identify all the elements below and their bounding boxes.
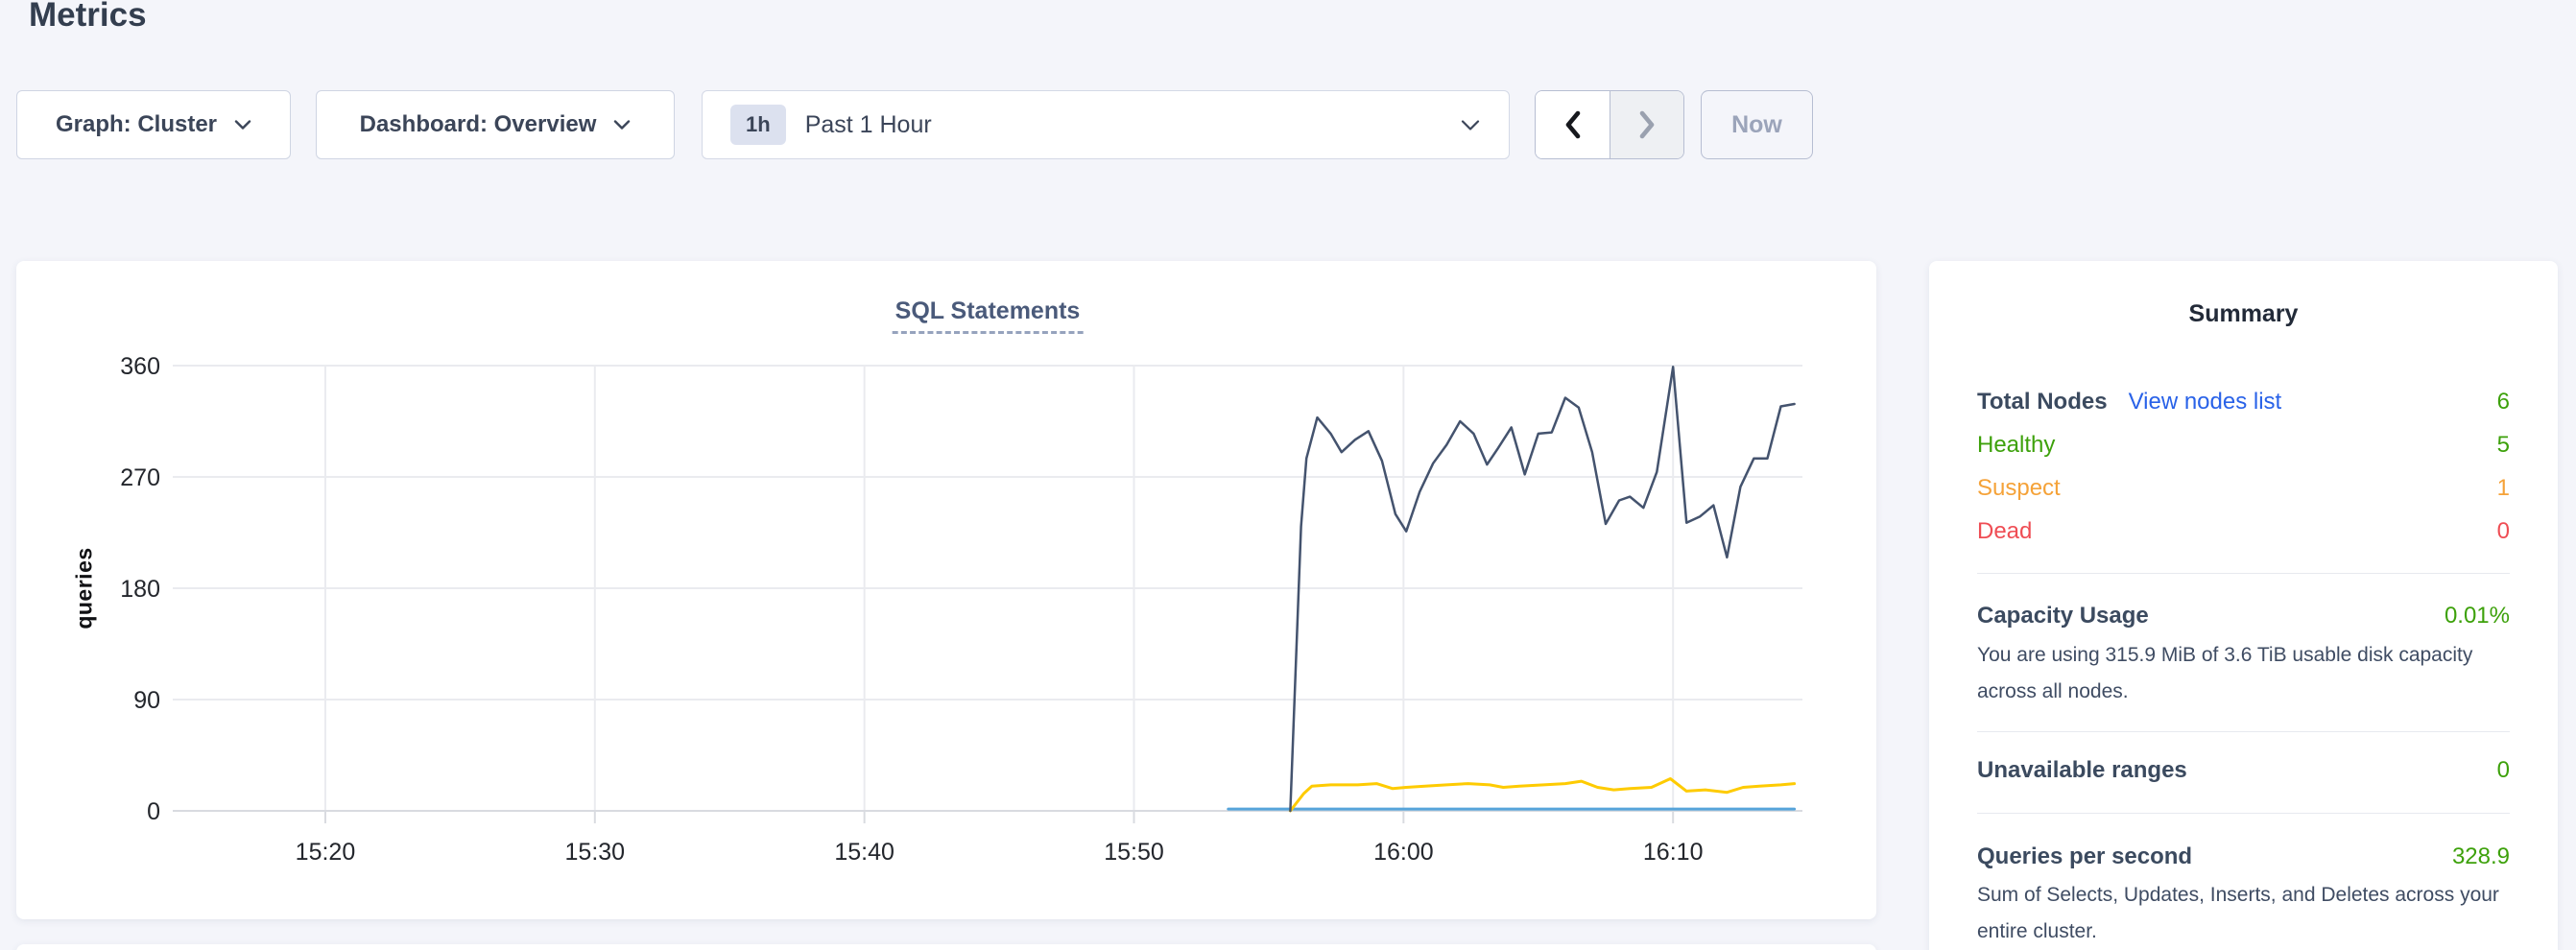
y-axis-label: queries xyxy=(71,547,97,629)
y-tick-label: 360 xyxy=(120,353,160,380)
chart-title[interactable]: SQL Statements xyxy=(892,297,1084,334)
dashboard-dropdown-label: Dashboard: Overview xyxy=(359,111,597,137)
x-tick-label: 16:00 xyxy=(1373,839,1434,866)
dead-value: 0 xyxy=(2496,518,2510,544)
view-nodes-list-link[interactable]: View nodes list xyxy=(2128,389,2282,415)
next-chart-card xyxy=(16,944,1876,950)
graph-dropdown-label: Graph: Cluster xyxy=(55,111,218,137)
series-dark-slate-line xyxy=(1289,366,1796,813)
unavailable-ranges-row: Unavailable ranges 0 xyxy=(1977,755,2510,786)
now-button[interactable]: Now xyxy=(1701,90,1813,159)
y-tick-label: 90 xyxy=(133,687,160,714)
y-tick-label: 180 xyxy=(120,576,160,603)
chevron-down-icon xyxy=(1461,119,1480,131)
page-title: Metrics xyxy=(29,0,147,34)
time-back-button[interactable] xyxy=(1536,91,1610,158)
graph-dropdown[interactable]: Graph: Cluster xyxy=(16,90,291,159)
x-tick-label: 15:50 xyxy=(1104,839,1164,866)
summary-panel: Summary Total Nodes View nodes list 6 He… xyxy=(1929,261,2558,950)
dead-nodes-row: Dead 0 xyxy=(1977,517,2510,546)
chevron-down-icon xyxy=(614,120,631,130)
capacity-usage-value: 0.01% xyxy=(2444,603,2510,629)
x-tick-label: 15:30 xyxy=(565,839,626,866)
time-range-badge: 1h xyxy=(730,105,786,145)
time-window-nav xyxy=(1535,90,1684,159)
queries-per-second-label: Queries per second xyxy=(1977,843,2193,869)
series-yellow-line xyxy=(1288,777,1797,813)
unavailable-ranges-label: Unavailable ranges xyxy=(1977,757,2187,783)
capacity-usage-description: You are using 315.9 MiB of 3.6 TiB usabl… xyxy=(1977,644,2473,702)
divider xyxy=(1977,813,2510,814)
toolbar: Graph: Cluster Dashboard: Overview 1h Pa… xyxy=(0,90,2576,159)
total-nodes-value: 6 xyxy=(2496,389,2510,415)
time-forward-button[interactable] xyxy=(1610,91,1683,158)
dashboard-dropdown[interactable]: Dashboard: Overview xyxy=(316,90,675,159)
node-status-list: Total Nodes View nodes list 6 Healthy 5 … xyxy=(1977,388,2510,546)
x-tick-label: 16:10 xyxy=(1643,839,1704,866)
healthy-value: 5 xyxy=(2496,432,2510,458)
total-nodes-row: Total Nodes View nodes list 6 xyxy=(1977,388,2510,416)
x-tick-label: 15:20 xyxy=(296,839,356,866)
divider xyxy=(1977,573,2510,574)
suspect-label: Suspect xyxy=(1977,475,2061,501)
total-nodes-label: Total Nodes xyxy=(1977,389,2108,415)
y-tick-label: 0 xyxy=(147,798,160,825)
queries-per-second-value: 328.9 xyxy=(2451,843,2510,869)
chevron-right-icon xyxy=(1639,110,1655,139)
y-tick-label: 270 xyxy=(120,464,160,491)
sql-statements-chart[interactable]: 0 90 180 270 360 15:20 15:30 15:40 15:50 16:00 16:… xyxy=(16,261,1876,919)
summary-title: Summary xyxy=(2188,300,2299,327)
chevron-down-icon xyxy=(234,120,251,130)
time-range-label: Past 1 Hour xyxy=(804,110,932,138)
capacity-usage-row: Capacity Usage 0.01% xyxy=(1977,601,2510,631)
divider xyxy=(1977,731,2510,732)
queries-per-second-row: Queries per second 328.9 xyxy=(1977,842,2510,872)
suspect-value: 1 xyxy=(2496,475,2510,501)
capacity-usage-label: Capacity Usage xyxy=(1977,603,2149,629)
suspect-nodes-row: Suspect 1 xyxy=(1977,474,2510,503)
dead-label: Dead xyxy=(1977,518,2033,544)
x-tick-label: 15:40 xyxy=(834,839,894,866)
healthy-nodes-row: Healthy 5 xyxy=(1977,431,2510,460)
unavailable-ranges-value: 0 xyxy=(2496,757,2510,783)
chevron-left-icon xyxy=(1565,110,1580,139)
queries-per-second-description: Sum of Selects, Updates, Inserts, and De… xyxy=(1977,884,2499,942)
healthy-label: Healthy xyxy=(1977,432,2056,458)
time-range-dropdown[interactable]: 1h Past 1 Hour xyxy=(702,90,1510,159)
sql-statements-chart-card: 0 90 180 270 360 15:20 15:30 15:40 15:50 16:00 16:… xyxy=(16,261,1876,919)
